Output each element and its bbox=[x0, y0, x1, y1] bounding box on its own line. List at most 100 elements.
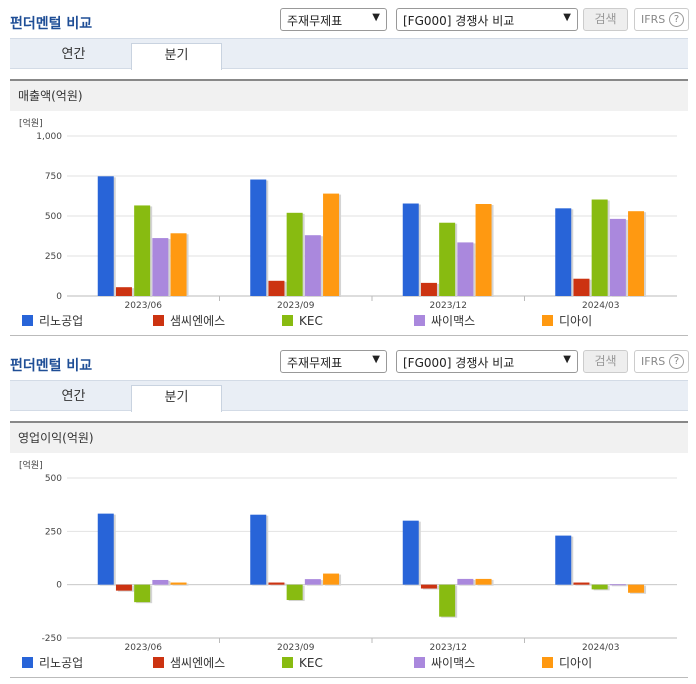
ifrs-button[interactable]: IFRS? bbox=[634, 8, 689, 31]
legend-item[interactable]: KEC bbox=[282, 312, 323, 330]
tab-annual[interactable]: 연간 bbox=[61, 47, 86, 62]
chevron-down-icon: ▼ bbox=[563, 12, 571, 23]
legend-label: 리노공업 bbox=[39, 656, 84, 670]
bar bbox=[609, 584, 626, 586]
legend-label: 싸이맥스 bbox=[431, 314, 476, 328]
tab-quarterly[interactable]: 분기 bbox=[131, 43, 222, 70]
bar bbox=[475, 204, 492, 296]
legend-swatch bbox=[282, 315, 293, 326]
bar bbox=[555, 535, 572, 585]
help-icon[interactable]: ? bbox=[669, 12, 684, 27]
peer-group-select[interactable]: [FG000] 경쟁사 비교 ▼ bbox=[396, 8, 578, 31]
bar bbox=[609, 218, 626, 296]
bar bbox=[439, 222, 456, 296]
chart-subheading: 매출액(억원) bbox=[10, 79, 688, 111]
y-tick-label: 250 bbox=[45, 252, 62, 262]
peer-group-select-value: [FG000] 경쟁사 비교 bbox=[403, 14, 515, 28]
chevron-down-icon: ▼ bbox=[563, 354, 571, 365]
legend-item[interactable]: 샘씨엔에스 bbox=[153, 312, 225, 330]
panel-title: 펀더멘털 비교 bbox=[10, 16, 93, 32]
bar bbox=[115, 287, 132, 296]
chart-subheading: 영업이익(억원) bbox=[10, 421, 688, 453]
search-button[interactable]: 검색 bbox=[583, 350, 628, 373]
help-icon[interactable]: ? bbox=[669, 354, 684, 369]
bar bbox=[250, 514, 267, 585]
y-tick-label: 0 bbox=[56, 581, 62, 591]
bar bbox=[134, 584, 151, 603]
legend-item[interactable]: KEC bbox=[282, 654, 323, 672]
bar bbox=[323, 573, 340, 585]
panel-revenue: 펀더멘털 비교 주재무제표 ▼ [FG000] 경쟁사 비교 ▼ 검색 IFRS? … bbox=[0, 8, 696, 336]
unit-label: [억원] bbox=[19, 459, 43, 471]
tab-annual[interactable]: 연간 bbox=[61, 389, 86, 404]
bar bbox=[152, 579, 169, 585]
legend-label: 디아이 bbox=[559, 314, 593, 328]
bar bbox=[152, 238, 169, 296]
chart-legend: 리노공업 샘씨엔에스 KEC 싸이맥스 디아이 bbox=[0, 312, 696, 330]
x-tick-label: 2023/12 bbox=[430, 301, 467, 310]
statement-select-value: 주재무제표 bbox=[287, 356, 343, 370]
bar bbox=[628, 584, 645, 593]
statement-select[interactable]: 주재무제표 ▼ bbox=[280, 350, 387, 373]
legend-label: KEC bbox=[299, 656, 323, 670]
legend-item[interactable]: 디아이 bbox=[542, 312, 592, 330]
period-tabs: 연간 분기 bbox=[10, 38, 688, 70]
x-tick-label: 2023/06 bbox=[125, 643, 163, 652]
legend-item[interactable]: 싸이맥스 bbox=[414, 312, 475, 330]
panel-operating-profit: 펀더멘털 비교 주재무제표 ▼ [FG000] 경쟁사 비교 ▼ 검색 IFRS? … bbox=[0, 342, 696, 684]
panel-title: 펀더멘털 비교 bbox=[10, 358, 93, 374]
y-tick-label: 500 bbox=[45, 474, 62, 484]
bar bbox=[573, 582, 590, 585]
legend-item[interactable]: 샘씨엔에스 bbox=[153, 654, 225, 672]
legend-label: 디아이 bbox=[559, 656, 593, 670]
bar bbox=[170, 233, 187, 296]
ifrs-button[interactable]: IFRS? bbox=[634, 350, 689, 373]
bar bbox=[628, 211, 645, 296]
legend-label: KEC bbox=[299, 314, 323, 328]
period-tabs: 연간 분기 bbox=[10, 380, 688, 412]
search-button[interactable]: 검색 bbox=[583, 8, 628, 31]
legend-item[interactable]: 싸이맥스 bbox=[414, 654, 475, 672]
bar bbox=[286, 584, 303, 601]
tab-quarterly[interactable]: 분기 bbox=[131, 385, 222, 412]
bar bbox=[97, 513, 114, 585]
divider bbox=[10, 677, 688, 678]
y-tick-label: 750 bbox=[45, 172, 62, 182]
bar bbox=[591, 199, 608, 296]
peer-group-select[interactable]: [FG000] 경쟁사 비교 ▼ bbox=[396, 350, 578, 373]
bar bbox=[420, 584, 437, 589]
y-tick-label: 0 bbox=[56, 292, 62, 302]
ifrs-label: IFRS bbox=[641, 355, 666, 368]
legend-item[interactable]: 디아이 bbox=[542, 654, 592, 672]
legend-swatch bbox=[153, 315, 164, 326]
operating-profit-chart: [억원] -250 0 250 500 2023/06 2023/09 2023/12 2024… bbox=[19, 459, 677, 652]
x-tick-label: 2024/03 bbox=[582, 301, 619, 310]
legend-swatch bbox=[22, 657, 33, 668]
bar bbox=[402, 203, 419, 296]
x-tick-label: 2023/06 bbox=[125, 301, 163, 310]
bar bbox=[457, 578, 474, 585]
bar bbox=[420, 282, 437, 296]
x-tick-label: 2023/12 bbox=[430, 643, 467, 652]
legend-item[interactable]: 리노공업 bbox=[22, 654, 83, 672]
bar bbox=[457, 242, 474, 296]
bar bbox=[115, 584, 132, 591]
statement-select[interactable]: 주재무제표 ▼ bbox=[280, 8, 387, 31]
statement-select-value: 주재무제표 bbox=[287, 14, 343, 28]
bar bbox=[304, 579, 321, 585]
legend-label: 샘씨엔에스 bbox=[170, 314, 226, 328]
bar bbox=[555, 208, 572, 296]
bar bbox=[286, 212, 303, 296]
bar bbox=[475, 578, 492, 585]
bar bbox=[268, 582, 285, 585]
bar bbox=[573, 278, 590, 296]
peer-group-select-value: [FG000] 경쟁사 비교 bbox=[403, 356, 515, 370]
legend-item[interactable]: 리노공업 bbox=[22, 312, 83, 330]
y-tick-label: 500 bbox=[45, 212, 62, 222]
legend-label: 샘씨엔에스 bbox=[170, 656, 226, 670]
legend-swatch bbox=[22, 315, 33, 326]
y-tick-label: 1,000 bbox=[36, 132, 62, 142]
legend-swatch bbox=[414, 657, 425, 668]
bar bbox=[439, 584, 456, 617]
divider bbox=[10, 335, 688, 336]
